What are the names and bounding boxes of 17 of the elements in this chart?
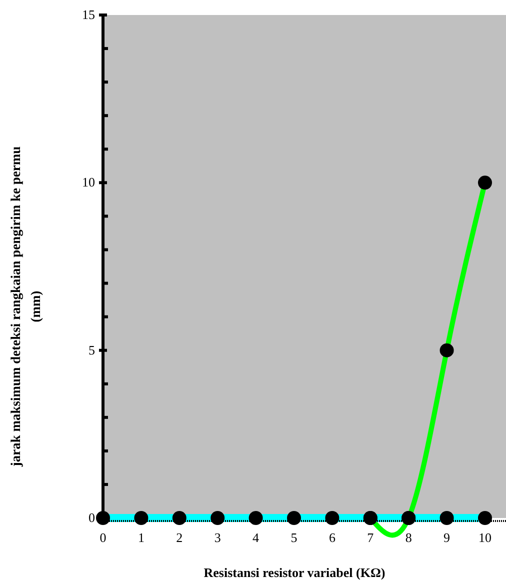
x-tick-label: 10 [478, 530, 492, 545]
x-tick-label: 1 [138, 530, 144, 545]
y-tick-label: 5 [88, 342, 95, 358]
x-tick-label: 3 [214, 530, 221, 545]
x-axis-title: Resistansi resistor variabel (KΩ) [204, 565, 386, 580]
x-tick-label: 5 [290, 530, 298, 545]
y-tick-label: 10 [82, 174, 95, 190]
x-tick-label: 2 [176, 530, 183, 545]
x-tick-label: 9 [444, 530, 450, 545]
y-tick-label: 15 [82, 7, 95, 22]
x-tick-label: 0 [100, 530, 106, 545]
x-tick-label: 7 [367, 530, 374, 545]
y-tick-label: 0 [88, 510, 95, 525]
x-tick-label: 8 [405, 530, 412, 545]
x-tick-label: 4 [252, 530, 260, 545]
y-axis-title: jarak maksimum deteksi rangkaian pengirim ke permu (mm) [8, 146, 43, 468]
x-tick-label: 6 [328, 530, 336, 545]
